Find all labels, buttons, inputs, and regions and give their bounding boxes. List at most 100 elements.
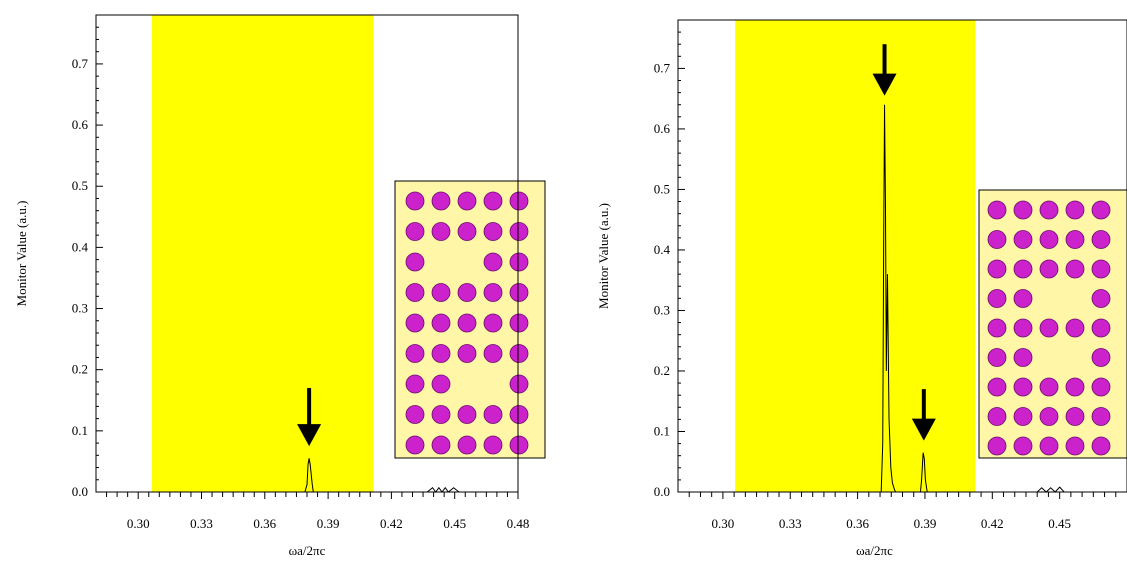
- right-inset-rod: [1013, 318, 1033, 338]
- right-inset-rod: [1039, 407, 1059, 426]
- right-inset-rod: [1091, 377, 1111, 397]
- left-inset-rod: [431, 283, 451, 302]
- left-inset-rod: [457, 283, 477, 302]
- left-inset-rod: [457, 435, 477, 455]
- right-crystal-inset: [978, 189, 1127, 459]
- right-y-tick-label: 0.2: [654, 363, 670, 378]
- right-inset-rod: [1065, 377, 1085, 397]
- left-y-tick-label: 0.6: [72, 117, 89, 132]
- left-inset-rod: [405, 313, 425, 333]
- left-inset-rod: [405, 222, 425, 241]
- right-x-tick-label: 0.30: [712, 516, 735, 531]
- left-y-tick-label: 0.4: [72, 239, 89, 254]
- left-inset-rod: [509, 222, 529, 241]
- left-inset-rod: [483, 222, 503, 241]
- left-y-axis-label: Monitor Value (a.u.): [14, 201, 29, 307]
- right-peak-arrows: [872, 44, 936, 441]
- left-inset-rod: [405, 344, 425, 363]
- right-inset-rod: [1039, 377, 1059, 397]
- right-x-axis: 0.30 0.33 0.36 0.39 0.42 0.45: [688, 492, 1117, 531]
- left-inset-rod: [405, 283, 425, 302]
- right-band-gap-region: [735, 20, 976, 492]
- left-chart-panel: 0.00.10.20.30.40.50.60.7 0.30 0.33 0.36 0.3…: [14, 14, 546, 558]
- left-inset-rod: [431, 344, 451, 363]
- right-inset-rod: [987, 200, 1007, 220]
- right-plot-frame: [677, 19, 1127, 493]
- left-inset-rod: [431, 222, 451, 241]
- left-arrow-head-0: [297, 424, 322, 447]
- left-inset-rod: [483, 191, 503, 211]
- left-inset-rod: [483, 283, 503, 302]
- left-y-axis: 0.0 0.1 0.2 0.3 0.4 0.5 0.6 0.7: [72, 26, 103, 499]
- right-inset-rod: [987, 377, 1007, 397]
- right-inset-rod: [1013, 289, 1033, 308]
- right-inset-rod: [1013, 377, 1033, 397]
- left-inset-rod: [405, 191, 425, 211]
- left-x-axis-label: ωa/2πc: [289, 543, 326, 558]
- left-inset-rod: [483, 252, 503, 272]
- right-y-axis-label: Monitor Value (a.u.): [596, 203, 611, 309]
- left-inset-rod: [509, 191, 529, 211]
- left-inset-rod: [457, 313, 477, 333]
- right-x-tick-label: 0.39: [914, 516, 937, 531]
- right-inset-rod: [987, 230, 1007, 249]
- right-inset-rod: [1091, 289, 1111, 308]
- right-inset-rod: [1013, 436, 1033, 456]
- left-y-tick-label: 0.3: [72, 301, 88, 316]
- right-inset-rod: [1013, 259, 1033, 279]
- right-inset-rod: [1065, 259, 1085, 279]
- left-inset-rod: [509, 344, 529, 363]
- left-inset-rod: [405, 405, 425, 424]
- left-x-tick-label: 0.39: [317, 516, 340, 531]
- right-inset-rod: [1013, 230, 1033, 249]
- left-crystal-inset: [394, 180, 546, 459]
- right-inset-rod: [1091, 436, 1111, 456]
- right-inset-rod: [1065, 318, 1085, 338]
- right-y-tick-label: 0.7: [654, 60, 671, 75]
- left-inset-rod: [457, 191, 477, 211]
- right-inset-rod: [987, 436, 1007, 456]
- left-x-axis: 0.30 0.33 0.36 0.39 0.42 0.45 0.48: [106, 492, 529, 531]
- right-inset-rod: [1091, 318, 1111, 338]
- left-inset-rod: [509, 435, 529, 455]
- right-inset-rod: [1091, 259, 1111, 279]
- left-inset-rod: [483, 405, 503, 424]
- right-x-tick-label: 0.42: [981, 516, 1004, 531]
- right-chart-panel: 0.00.10.20.30.40.50.60.7 0.30 0.33 0.36 0.3…: [596, 19, 1127, 558]
- left-x-tick-label: 0.33: [190, 516, 213, 531]
- left-inset-rod: [509, 313, 529, 333]
- right-inset-rod: [1013, 200, 1033, 220]
- right-inset-rod: [987, 289, 1007, 308]
- right-y-tick-label: 0.1: [654, 423, 670, 438]
- left-inset-rod: [483, 344, 503, 363]
- left-y-tick-label: 0.1: [72, 423, 88, 438]
- right-y-tick-label: 0.5: [654, 181, 670, 196]
- left-y-tick-label: 0.5: [72, 178, 88, 193]
- left-y-tick-label: 0.0: [72, 484, 88, 499]
- right-inset-rod: [1039, 230, 1059, 249]
- right-inset-rod: [1065, 436, 1085, 456]
- left-band-gap-rect: [151, 15, 374, 492]
- right-inset-rod: [1065, 407, 1085, 426]
- left-plot-frame: [95, 14, 519, 493]
- right-inset-rod: [1091, 407, 1111, 426]
- right-inset-rod: [1013, 407, 1033, 426]
- left-inset-rod: [457, 344, 477, 363]
- left-inset-rod: [509, 283, 529, 302]
- left-inset-rod: [405, 374, 425, 394]
- right-inset-rod: [1039, 200, 1059, 220]
- left-inset-rod: [431, 405, 451, 424]
- left-inset-rod: [405, 252, 425, 272]
- right-inset-rod: [1039, 318, 1059, 338]
- left-peak-arrows: [297, 388, 322, 447]
- right-inset-rod: [987, 259, 1007, 279]
- left-inset-rod: [431, 374, 451, 394]
- right-x-tick-label: 0.45: [1048, 516, 1071, 531]
- right-y-tick-label: 0.0: [654, 484, 670, 499]
- right-inset-rod: [987, 407, 1007, 426]
- right-inset-rod: [987, 318, 1007, 338]
- right-inset-rod: [1065, 200, 1085, 220]
- left-inset-rod: [483, 313, 503, 333]
- left-y-tick-label: 0.2: [72, 362, 88, 377]
